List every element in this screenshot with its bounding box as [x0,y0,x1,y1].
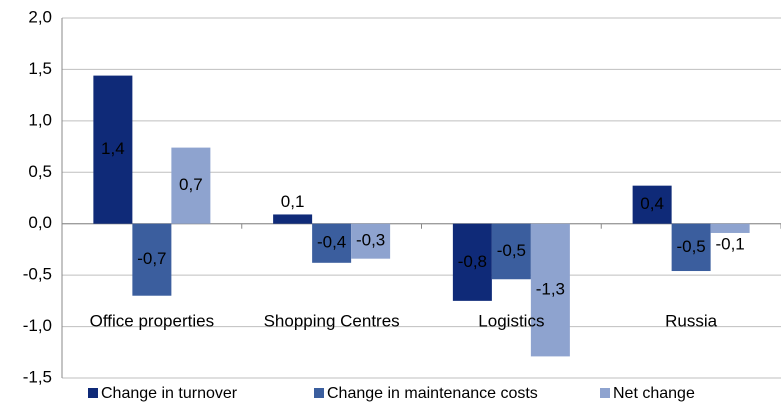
bar [491,223,531,280]
data-label: -0,3 [356,231,385,250]
y-tick-label: 0,5 [28,162,52,181]
bar [671,223,711,272]
bar [132,223,172,296]
y-tick-label: 1,0 [28,110,52,129]
bar [632,185,672,224]
y-tick-label: -0,5 [23,265,52,284]
data-label: -0,5 [676,237,705,256]
legend-label: Change in turnover [101,385,238,402]
x-tick-label: Russia [665,311,718,330]
y-tick-label: 1,5 [28,59,52,78]
legend-label: Change in maintenance costs [327,385,538,402]
data-label: -0,8 [458,252,487,271]
y-tick-label: -1,0 [23,316,52,335]
legend-swatch [88,388,98,398]
data-label: 0,7 [179,175,203,194]
bar [710,223,750,233]
legend-label: Net change [613,385,695,402]
data-label: 0,4 [640,194,664,213]
y-tick-label: -1,5 [23,367,52,386]
bar [312,223,352,263]
data-label: -0,5 [497,241,526,260]
data-label: -0,4 [317,233,346,252]
bar [452,223,492,301]
data-label: -0,1 [715,234,744,253]
legend-swatch [314,388,324,398]
legend-swatch [600,388,610,398]
data-label: 1,4 [101,139,125,158]
bar [171,147,211,224]
y-tick-label: 0,0 [28,213,52,232]
data-label: 0,1 [281,192,305,211]
legend: Change in turnover Change in maintenance … [88,385,695,402]
bar [530,223,570,357]
data-label: -1,3 [536,280,565,299]
x-tick-label: Office properties [90,311,214,330]
bar [351,223,391,259]
bar [273,214,313,224]
x-tick-label: Shopping Centres [264,311,400,330]
data-label: -0,7 [137,249,166,268]
y-tick-label: 2,0 [28,7,52,26]
x-tick-label: Logistics [478,311,544,330]
bar [93,75,133,224]
